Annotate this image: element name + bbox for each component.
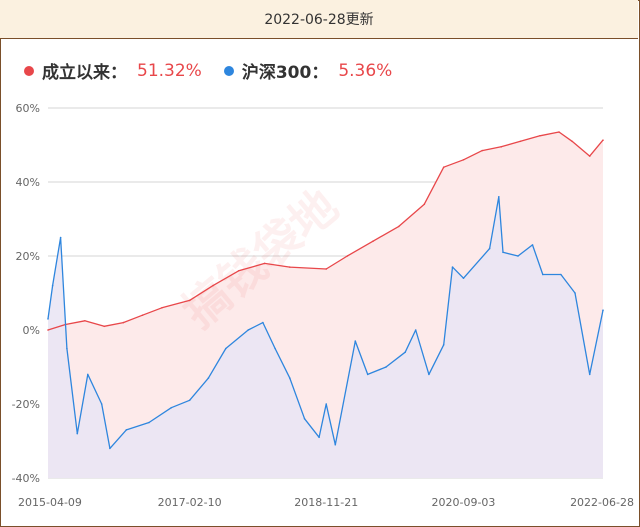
series-1-point xyxy=(262,321,264,324)
series-1-point xyxy=(385,366,387,368)
series-0-point xyxy=(539,134,541,137)
series-1-point xyxy=(109,447,111,450)
x-tick-label: 2018-11-21 xyxy=(294,496,358,509)
series-lines xyxy=(47,131,604,450)
series-1-point xyxy=(498,196,500,198)
series-0-point xyxy=(462,159,465,161)
series-0-point xyxy=(398,225,400,228)
series-0-point xyxy=(423,203,426,205)
series-1-point xyxy=(225,347,227,350)
series-0-point xyxy=(188,299,191,302)
series-1-point xyxy=(602,309,604,311)
legend-index-name: 沪深300： xyxy=(241,63,329,83)
series-1-point xyxy=(451,266,454,268)
series-1-point xyxy=(170,406,173,409)
series-1-point xyxy=(588,373,591,376)
series-0-point xyxy=(325,268,328,270)
series-1-point xyxy=(59,236,62,239)
series-1-point xyxy=(207,377,210,379)
legend-fund-name: 成立以来： xyxy=(42,63,127,83)
series-1-point xyxy=(404,351,406,354)
series-1-point xyxy=(125,429,128,431)
y-tick-label: 40% xyxy=(16,176,40,189)
series-1-point xyxy=(488,247,491,250)
series-1-point xyxy=(76,432,79,435)
series-0-point xyxy=(141,314,144,317)
header-bar: 2022-06-28更新 xyxy=(0,0,638,39)
series-1-point xyxy=(517,255,519,257)
series-1-point xyxy=(354,340,357,342)
series-1-point xyxy=(274,347,276,350)
index-series-dot-icon xyxy=(223,65,234,76)
update-date: 2022-06-28更新 xyxy=(264,12,374,28)
series-0-point xyxy=(212,284,214,287)
series-0-point xyxy=(289,266,291,268)
series-0-point xyxy=(481,149,483,152)
series-1-point xyxy=(502,251,504,254)
y-tick-label: -40% xyxy=(12,472,40,485)
series-1-point xyxy=(574,292,576,294)
x-tick-label: 2017-02-10 xyxy=(158,496,222,509)
x-axis-ticks: 2015-04-09 2017-02-10 2018-11-21 2020-09-03… xyxy=(18,496,634,509)
series-1-point xyxy=(428,373,430,376)
series-areas xyxy=(48,132,603,479)
series-1-point xyxy=(289,377,291,379)
series-1-point xyxy=(531,244,534,246)
series-1-point xyxy=(334,443,337,446)
series-area-1 xyxy=(48,196,603,479)
series-1-point xyxy=(442,344,445,346)
x-tick-label: 2022-06-28 xyxy=(570,496,634,509)
series-0-point xyxy=(372,240,374,242)
series-0-point xyxy=(571,140,573,143)
y-tick-label: 60% xyxy=(16,102,40,115)
series-0-point xyxy=(237,270,240,272)
legend-index-value: 5.36% xyxy=(338,60,393,81)
legend: 成立以来： 51.32% 沪深300： 5.36% xyxy=(24,58,414,83)
series-0-point xyxy=(47,329,49,331)
series-1-point xyxy=(542,273,544,276)
legend-item-index[interactable]: 沪深300： 5.36% xyxy=(223,58,393,83)
series-1-point xyxy=(366,373,369,376)
series-1-point xyxy=(188,399,191,402)
legend-fund-value: 51.32% xyxy=(137,60,202,81)
series-1-point xyxy=(560,273,562,276)
series-1-point xyxy=(51,284,54,287)
legend-item-fund[interactable]: 成立以来： 51.32% xyxy=(24,58,202,83)
series-0-point xyxy=(103,325,105,328)
series-0-point xyxy=(346,255,349,257)
series-1-point xyxy=(303,418,306,420)
series-0-point xyxy=(588,155,591,157)
series-1-point xyxy=(66,347,68,350)
y-tick-label: 20% xyxy=(16,250,40,263)
series-1-point xyxy=(148,421,150,424)
series-1-point xyxy=(100,403,103,405)
x-tick-label: 2015-04-09 xyxy=(18,496,82,509)
series-1-point xyxy=(462,277,465,280)
series-0-point xyxy=(161,307,163,309)
series-0-point xyxy=(602,139,604,141)
y-tick-label: 0% xyxy=(23,324,40,337)
y-tick-label: -20% xyxy=(12,398,40,411)
series-0-point xyxy=(519,140,522,143)
y-axis-ticks: 60% 40% 20% 0% -20% -40% xyxy=(12,102,40,485)
series-1-point xyxy=(414,329,417,331)
series-0-point xyxy=(84,319,86,322)
series-1-point xyxy=(318,436,320,439)
fund-series-dot-icon xyxy=(24,65,34,76)
series-1-point xyxy=(325,403,328,405)
x-tick-label: 2020-09-03 xyxy=(431,496,495,509)
series-1-point xyxy=(86,373,89,376)
series-0-point xyxy=(122,321,125,324)
series-0-point xyxy=(263,262,266,265)
series-1-point xyxy=(47,318,49,320)
series-0-point xyxy=(442,166,445,168)
series-0-point xyxy=(500,146,502,148)
series-1-point xyxy=(247,329,249,331)
series-0-point xyxy=(558,131,560,133)
